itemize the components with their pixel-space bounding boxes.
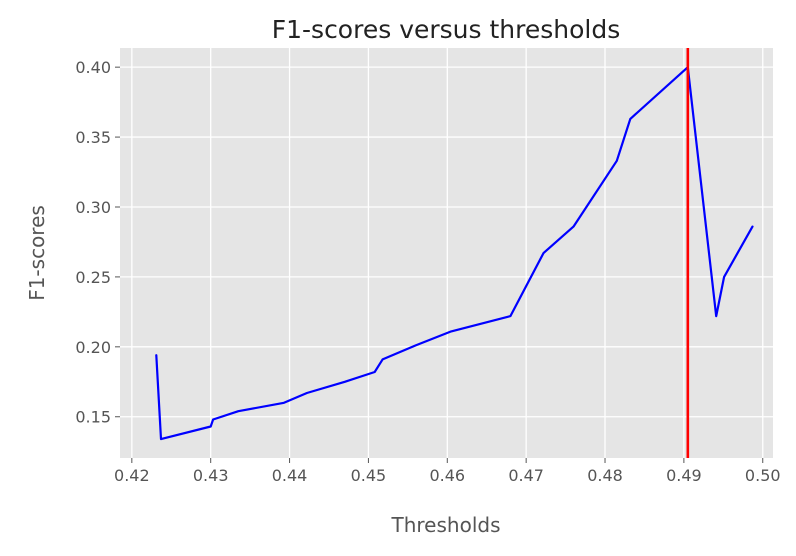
y-tick-label: 0.35 — [75, 128, 111, 147]
x-axis-label: Thresholds — [391, 513, 501, 537]
y-tick-label: 0.15 — [75, 408, 111, 427]
plot-background — [120, 48, 773, 458]
x-tick-label: 0.48 — [587, 466, 623, 485]
x-tick-label: 0.50 — [745, 466, 781, 485]
x-tick-label: 0.45 — [351, 466, 387, 485]
tick-layer: 0.42 0.43 0.44 0.45 0.46 0.47 0.48 0.49 0.50 0.15… — [75, 58, 780, 485]
x-tick-label: 0.47 — [508, 466, 544, 485]
x-tick-label: 0.43 — [193, 466, 229, 485]
y-tick-label: 0.25 — [75, 268, 111, 287]
series-layer — [155, 66, 754, 441]
x-tick-label: 0.44 — [272, 466, 308, 485]
y-tick-label: 0.40 — [75, 58, 111, 77]
y-tick-label: 0.20 — [75, 338, 111, 357]
x-tick-label: 0.46 — [429, 466, 465, 485]
gridlines — [120, 48, 773, 458]
chart-title: F1-scores versus thresholds — [272, 15, 621, 44]
x-tick-label: 0.42 — [114, 466, 150, 485]
f1-score-line — [155, 66, 754, 441]
y-axis-label: F1-scores — [25, 205, 49, 301]
y-tick-label: 0.30 — [75, 198, 111, 217]
x-tick-label: 0.49 — [666, 466, 702, 485]
